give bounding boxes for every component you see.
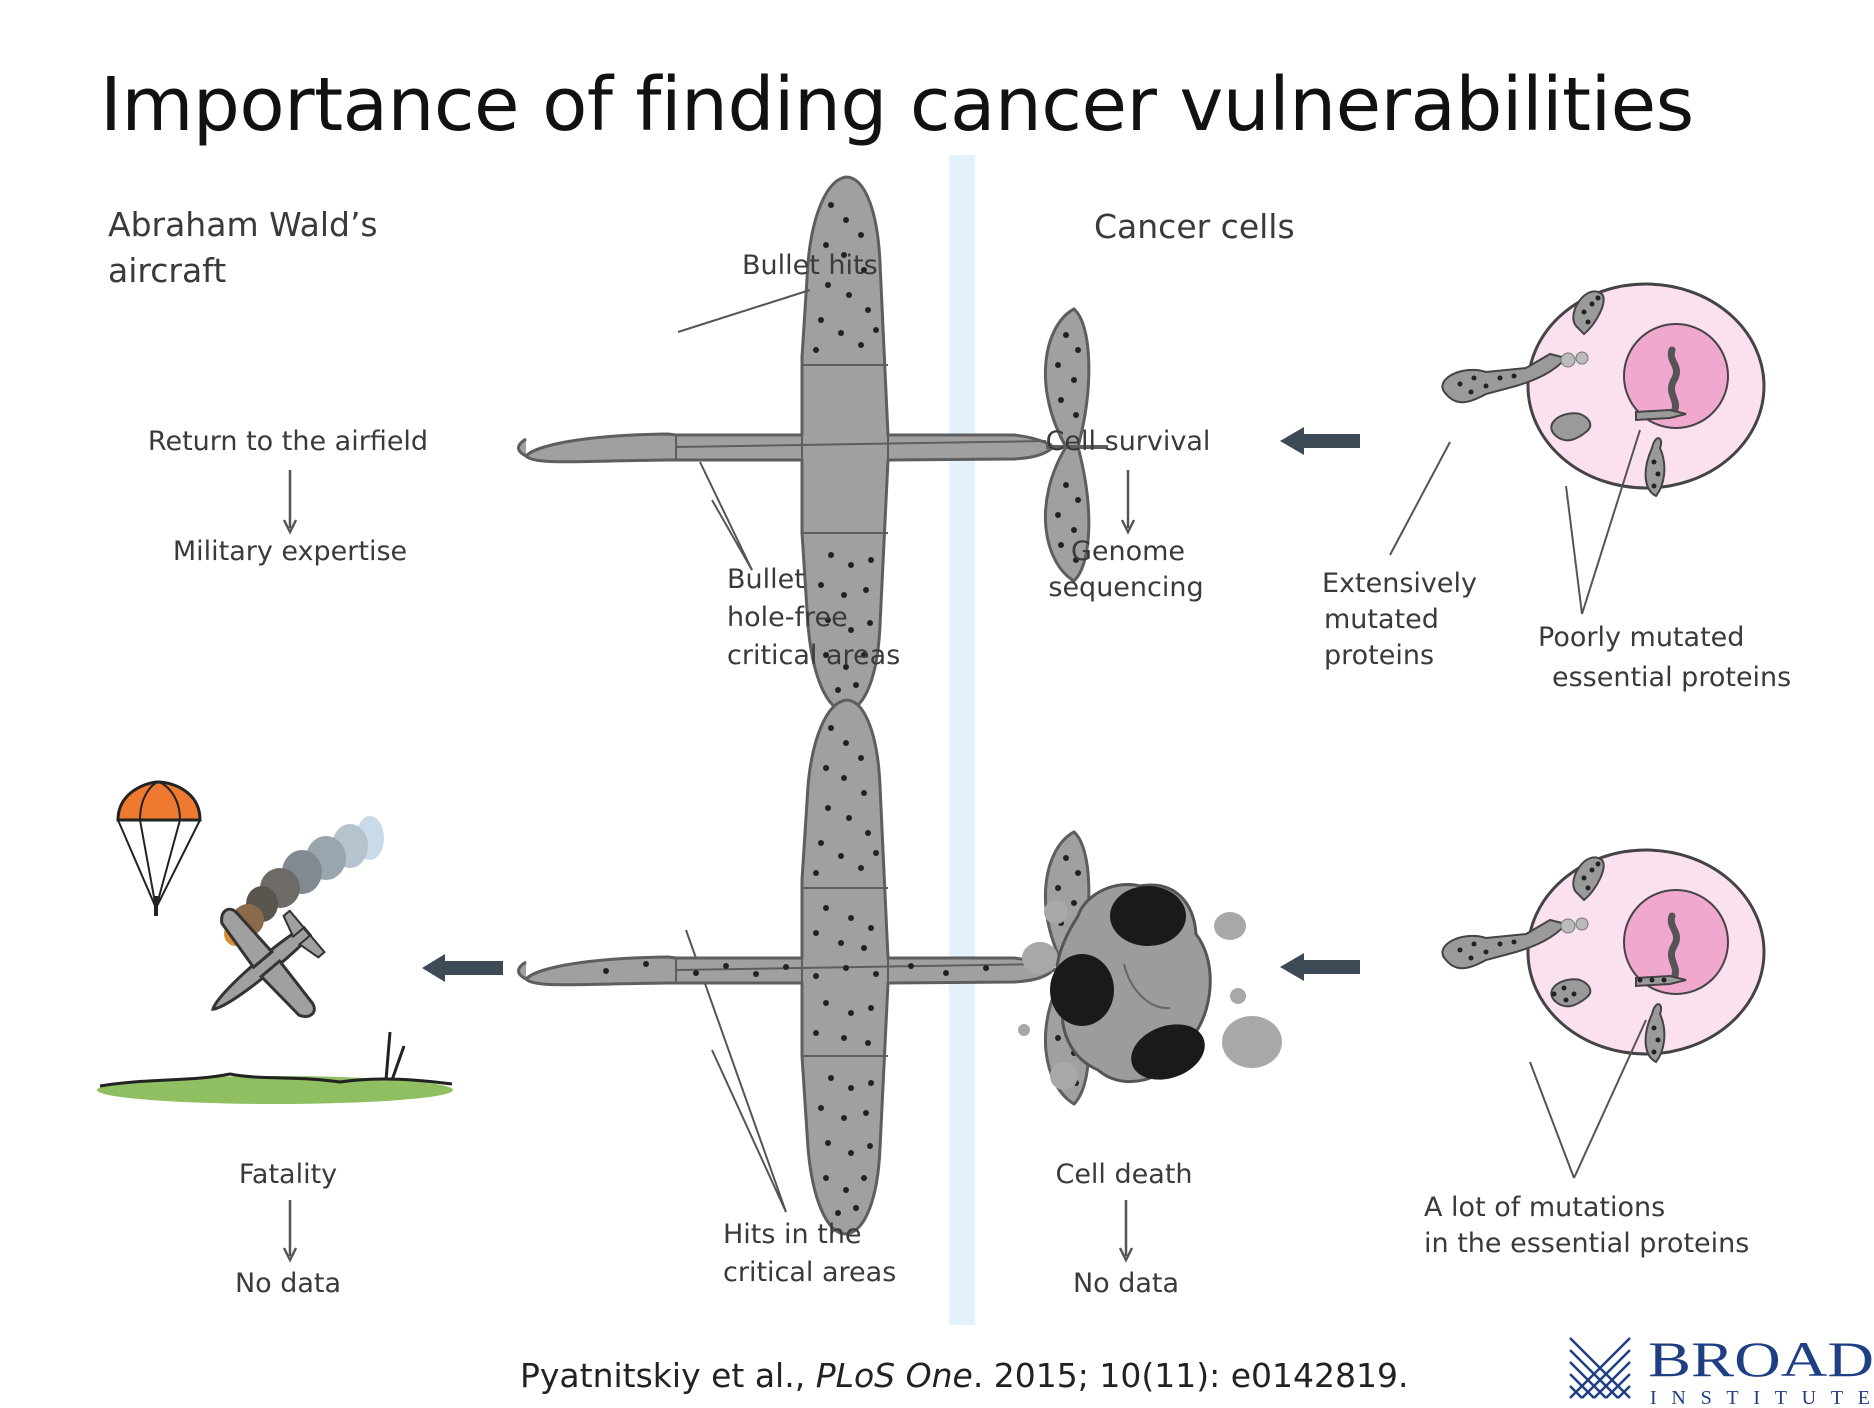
left-heading-line2: aircraft <box>108 251 226 290</box>
dying-cell-source-icon <box>1442 850 1764 1062</box>
falling-plane-icon <box>210 907 326 1018</box>
surviving-cell-icon <box>1442 284 1764 496</box>
right-heading: Cancer cells <box>1094 207 1295 246</box>
downed-aircraft-icon <box>516 698 1110 1236</box>
sequencing-label: sequencing <box>1048 572 1203 603</box>
hits-critical-label-1: Hits in the <box>723 1219 862 1250</box>
in-essential-proteins-label: in the essential proteins <box>1424 1228 1749 1259</box>
broad-logo-name: BROAD <box>1648 1331 1874 1387</box>
cell-survival-label: Cell survival <box>1046 426 1211 457</box>
return-to-airfield-label: Return to the airfield <box>148 426 428 457</box>
leader-lines <box>1389 429 1647 1179</box>
mutated-label: mutated <box>1324 604 1439 635</box>
dead-cell-icon <box>1018 883 1282 1090</box>
citation-details: . 2015; 10(11): e0142819. <box>972 1356 1409 1395</box>
cell-death-label: Cell death <box>1055 1159 1192 1190</box>
broad-logo-mark-icon <box>1569 1337 1631 1399</box>
left-heading-line1: Abraham Wald’s <box>108 205 378 244</box>
broad-institute-logo: BROAD INSTITUTE <box>1569 1331 1874 1408</box>
left-arrow-icon <box>1280 953 1360 981</box>
citation-authors: Pyatnitskiy et al., <box>520 1356 816 1395</box>
crash-scene <box>97 780 453 1104</box>
proteins-label: proteins <box>1324 640 1434 671</box>
citation: Pyatnitskiy et al., PLoS One. 2015; 10(1… <box>520 1356 1408 1395</box>
left-arrow-icon <box>1280 427 1360 455</box>
holefree-label-1: Bullet <box>727 564 805 595</box>
broad-logo-sub: INSTITUTE <box>1650 1387 1870 1408</box>
ground <box>97 1076 453 1104</box>
down-arrow-icon <box>1120 470 1136 535</box>
lot-of-mutations-label: A lot of mutations <box>1424 1192 1665 1223</box>
holefree-label-3: critical areas <box>727 640 900 671</box>
leader-lines <box>677 289 811 1213</box>
extensively-label: Extensively <box>1322 568 1477 599</box>
parachute-icon <box>116 780 202 916</box>
center-divider <box>949 155 975 1325</box>
left-arrow-icon <box>422 954 503 982</box>
no-data-label-left: No data <box>235 1268 341 1299</box>
fatality-label: Fatality <box>239 1159 337 1190</box>
bullet-hits-label: Bullet hits <box>742 250 878 281</box>
no-data-label-right: No data <box>1073 1268 1179 1299</box>
poorly-mutated-label: Poorly mutated <box>1538 622 1744 653</box>
down-arrow-icon <box>282 1200 298 1263</box>
essential-proteins-label: essential proteins <box>1552 662 1791 693</box>
down-arrow-icon <box>1118 1200 1134 1263</box>
hits-critical-label-2: critical areas <box>723 1257 896 1288</box>
holefree-label-2: hole-free <box>727 602 848 633</box>
genome-label: Genome <box>1071 536 1185 567</box>
down-arrow-icon <box>282 470 298 535</box>
slide-title: Importance of finding cancer vulnerabili… <box>100 62 1694 148</box>
citation-journal: PLoS One <box>815 1356 973 1395</box>
military-expertise-label: Military expertise <box>173 536 407 567</box>
